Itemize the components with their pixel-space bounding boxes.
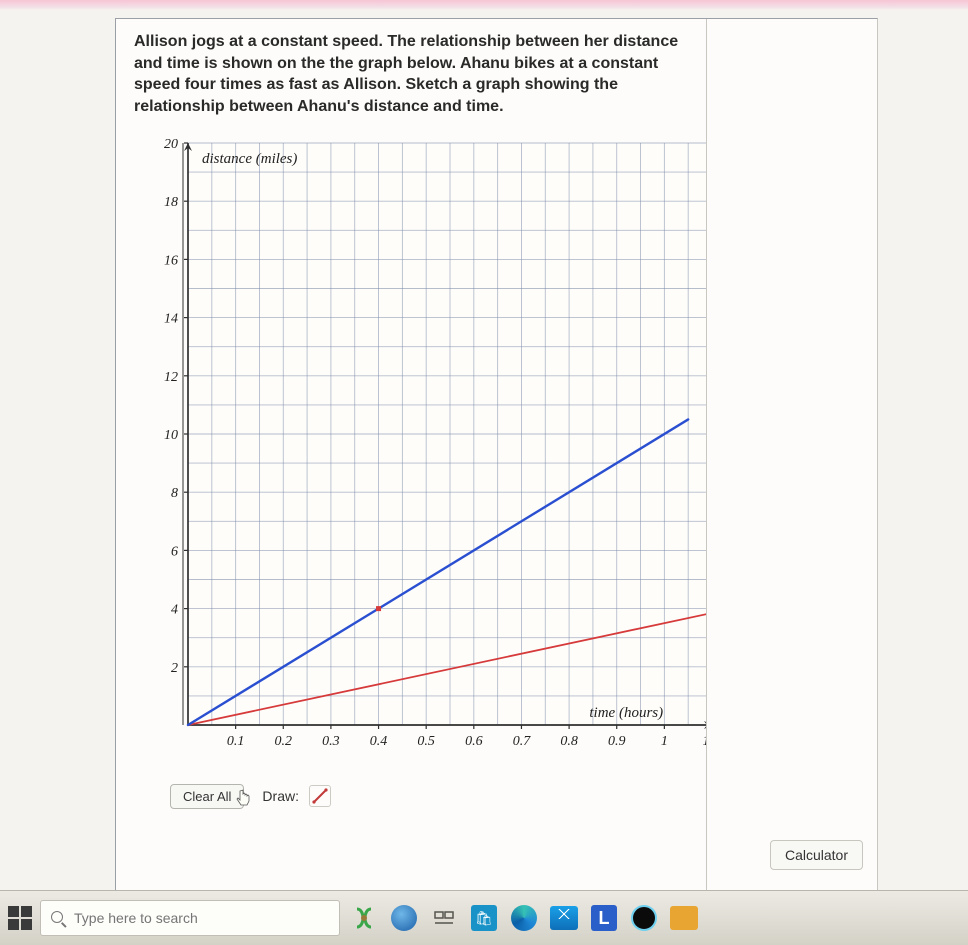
puzzle-app-icon — [670, 906, 698, 930]
svg-text:8: 8 — [171, 487, 178, 502]
problem-text: Allison jogs at a constant speed. The re… — [134, 31, 688, 117]
svg-text:20: 20 — [164, 137, 178, 152]
svg-text:16: 16 — [164, 254, 178, 269]
svg-text:0.7: 0.7 — [513, 734, 532, 749]
draw-controls: Clear All Draw: — [170, 783, 688, 809]
windows-taskbar[interactable]: 🛍 L — [0, 890, 968, 945]
svg-text:4: 4 — [171, 603, 178, 618]
svg-text:0.8: 0.8 — [560, 734, 578, 749]
svg-text:10: 10 — [164, 428, 178, 443]
cortana-wrap[interactable] — [628, 902, 660, 934]
mail-icon — [550, 906, 578, 930]
start-menu-icon[interactable] — [8, 906, 32, 930]
svg-text:0.6: 0.6 — [465, 734, 483, 749]
svg-text:0.3: 0.3 — [322, 734, 340, 749]
svg-text:2: 2 — [171, 661, 178, 676]
task-view-icon[interactable] — [428, 902, 460, 934]
chart-canvas[interactable]: 2 4 6 8 10 12 14 16 18 20 0.1 0.2 0.3 0.4 0.5 0.6 0.7 0.8… — [140, 135, 707, 775]
svg-text:14: 14 — [164, 312, 178, 327]
ribbon-app-icon[interactable] — [348, 902, 380, 934]
puzzle-wrap[interactable] — [668, 902, 700, 934]
svg-text:6: 6 — [171, 545, 178, 560]
clear-all-button[interactable]: Clear All — [170, 784, 244, 809]
svg-text:18: 18 — [164, 196, 178, 211]
edge-wrap[interactable] — [508, 902, 540, 934]
svg-text:time (hours): time (hours) — [589, 705, 663, 721]
line-tool-button[interactable] — [309, 785, 331, 807]
svg-text:0.5: 0.5 — [417, 734, 435, 749]
content-panel: Allison jogs at a constant speed. The re… — [115, 18, 878, 890]
question-column: Allison jogs at a constant speed. The re… — [116, 19, 707, 890]
worksheet-screen: Allison jogs at a constant speed. The re… — [0, 0, 968, 890]
search-input[interactable] — [74, 910, 329, 926]
taskbar-search[interactable] — [40, 900, 340, 936]
sidebar-column: Calculator — [707, 19, 877, 890]
svg-text:0.9: 0.9 — [608, 734, 626, 749]
svg-text:0.2: 0.2 — [275, 734, 293, 749]
cortana-icon — [631, 905, 657, 931]
globe-icon — [391, 905, 417, 931]
edge-browser-icon — [511, 905, 537, 931]
svg-text:0.1: 0.1 — [227, 734, 245, 749]
store-icon: 🛍 — [471, 905, 497, 931]
distance-time-chart[interactable]: 2 4 6 8 10 12 14 16 18 20 0.1 0.2 0.3 0.4 0.5 0.6 0.7 0.8… — [140, 135, 707, 775]
app-l-icon: L — [591, 905, 617, 931]
mail-wrap[interactable] — [548, 902, 580, 934]
store-wrap[interactable]: 🛍 — [468, 902, 500, 934]
draw-label: Draw: — [262, 788, 299, 804]
app-l-wrap[interactable]: L — [588, 902, 620, 934]
globe-wrap[interactable] — [388, 902, 420, 934]
calculator-button[interactable]: Calculator — [770, 840, 863, 870]
search-icon — [51, 911, 66, 926]
svg-text:1: 1 — [661, 734, 668, 749]
svg-text:distance (miles): distance (miles) — [202, 151, 297, 167]
svg-text:0.4: 0.4 — [370, 734, 388, 749]
svg-text:12: 12 — [164, 370, 178, 385]
window-top-accent — [0, 0, 968, 10]
